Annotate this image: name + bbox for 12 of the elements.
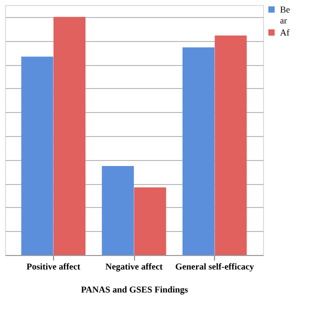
bar [214,35,247,255]
legend-label: Be ar [280,4,290,26]
x-tick-label: Positive affect [26,262,80,272]
x-axis-title: PANAS and GSES Findings [80,284,189,294]
bar [102,166,134,255]
legend-label: Af [280,28,290,38]
x-tick-label: General self-efficacy [175,262,254,272]
bar [21,56,54,255]
x-tick-label: Negative affect [105,262,163,272]
bar [54,16,86,255]
bar [134,187,166,255]
bar [182,47,214,255]
